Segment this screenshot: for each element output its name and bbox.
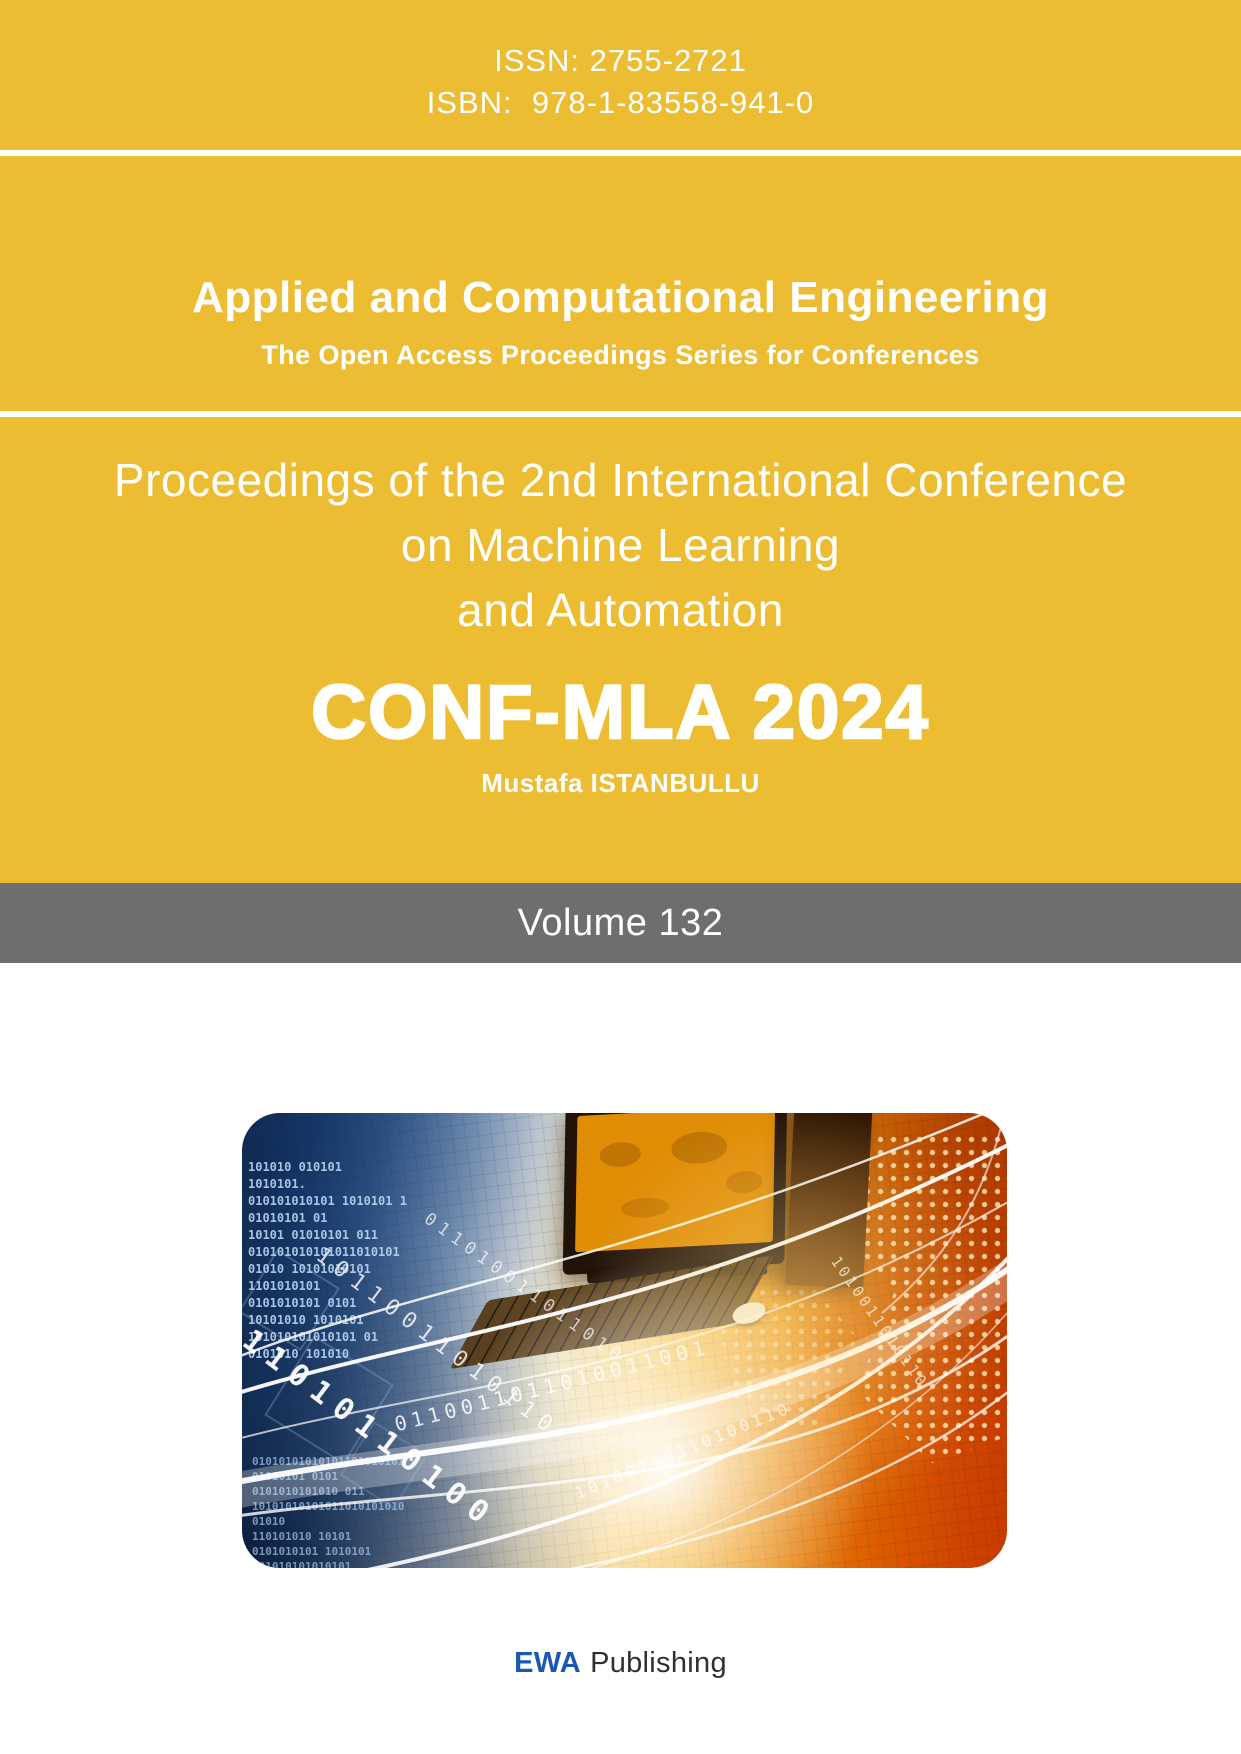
gold-masthead-band: ISSN: 2755-2721 ISBN: 978-1-83558-941-0 A… bbox=[0, 0, 1241, 883]
conference-title: Proceedings of the 2nd International Con… bbox=[0, 448, 1241, 643]
separator-line-middle bbox=[0, 411, 1241, 417]
conference-acronym: CONF-MLA 2024 bbox=[310, 669, 930, 757]
separator-line-top bbox=[0, 150, 1241, 156]
publisher-logo-ewa: EWA bbox=[514, 1647, 582, 1679]
series-title: Applied and Computational Engineering bbox=[192, 273, 1049, 322]
conference-editor: Mustafa ISTANBULLU bbox=[481, 768, 760, 798]
conference-title-line3: and Automation bbox=[457, 584, 784, 636]
volume-band: Volume 132 bbox=[0, 883, 1241, 963]
isbn-text: ISBN: 978-1-83558-941-0 bbox=[426, 85, 815, 120]
series-subtitle: The Open Access Proceedings Series for C… bbox=[261, 340, 980, 370]
publisher-logo-publishing: Publishing bbox=[590, 1647, 727, 1679]
volume-label: Volume 132 bbox=[517, 901, 724, 944]
issn-isbn-block: ISSN: 2755-2721 ISBN: 978-1-83558-941-0 bbox=[0, 40, 1241, 124]
issn-text: ISSN: 2755-2721 bbox=[494, 43, 747, 78]
conference-title-line2: on Machine Learning bbox=[400, 519, 841, 571]
conference-title-line1: Proceedings of the 2nd International Con… bbox=[113, 454, 1128, 506]
publisher-logo: EWA Publishing bbox=[0, 1643, 1241, 1683]
cover-image: 101010 010101 1010101. 010101010101 1010… bbox=[242, 1113, 1007, 1568]
cover-light-glow bbox=[242, 1113, 1007, 1568]
